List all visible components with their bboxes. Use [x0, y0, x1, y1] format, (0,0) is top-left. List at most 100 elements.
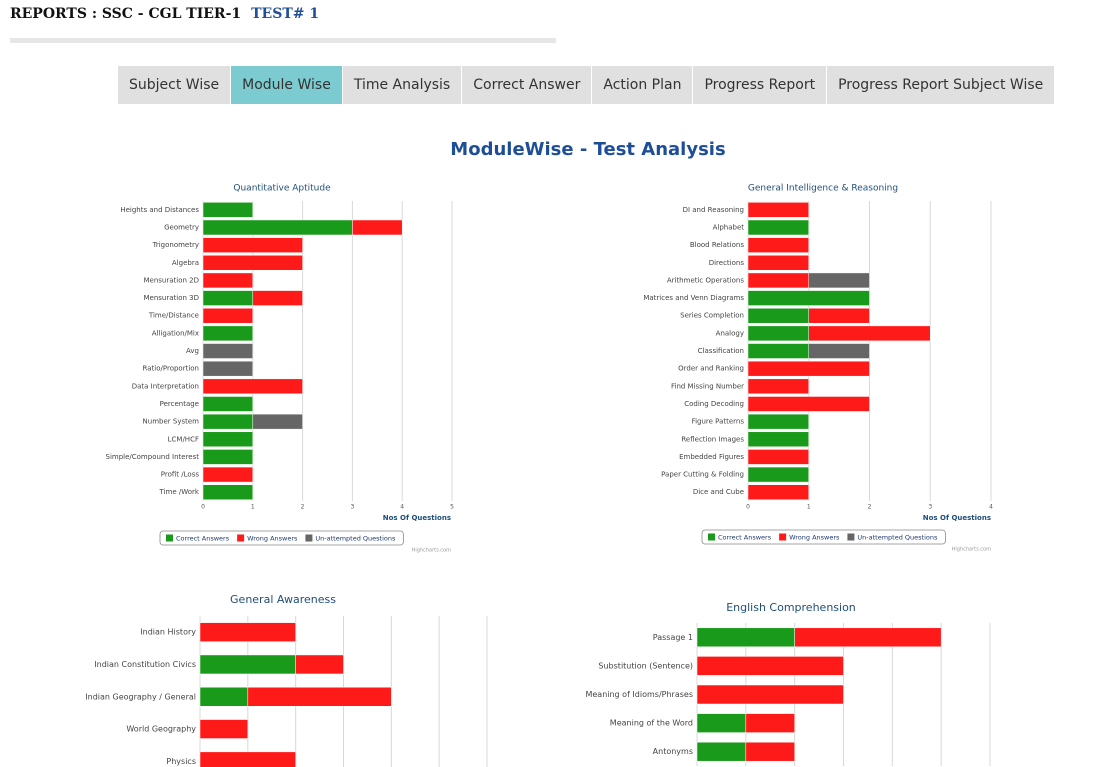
category-label: Avg [186, 347, 199, 355]
x-tick-label: 2 [868, 504, 872, 511]
category-label: Directions [709, 259, 745, 267]
page-heading: ModuleWise - Test Analysis [450, 139, 726, 160]
legend-swatch [166, 534, 173, 542]
legend-label: Un-attempted Questions [857, 534, 938, 542]
chart-title: Quantitative Aptitude [233, 184, 331, 194]
bar-segment [696, 656, 844, 676]
category-label: LCM/HCF [168, 435, 199, 443]
category-label: Ratio/Proportion [143, 365, 199, 373]
bar-segment [747, 360, 870, 377]
category-label: Number System [143, 418, 200, 426]
category-label: DI and Reasoning [683, 206, 744, 214]
bar-segment [747, 202, 809, 218]
category-label: Geometry [164, 223, 199, 231]
tab[interactable]: Correct Answer [462, 66, 592, 104]
bar-segment [808, 325, 931, 342]
category-label: Alphabet [713, 223, 745, 231]
category-label: Trigonometry [152, 241, 199, 249]
legend-label: Correct Answers [176, 535, 230, 543]
category-label: Paper Cutting & Folding [661, 471, 744, 479]
category-label: Arithmetic Operations [667, 276, 745, 284]
bar-segment [247, 687, 392, 707]
category-label: Percentage [160, 400, 199, 408]
bar-segment [696, 684, 844, 705]
bar-segment [199, 622, 296, 642]
bar-segment [199, 751, 296, 767]
legend-label: Wrong Answers [789, 534, 840, 542]
bar-segment [202, 343, 254, 359]
category-label: Embedded Figures [679, 453, 744, 461]
bar-segment [696, 741, 747, 762]
category-label: Mensuration 3D [143, 294, 199, 302]
bar-segment [252, 413, 303, 430]
bar-segment [696, 627, 795, 648]
legend-label: Wrong Answers [247, 535, 298, 543]
category-label: Series Completion [680, 312, 744, 320]
tab[interactable]: Action Plan [592, 66, 693, 104]
report-header: REPORTS : SSC - CGL TIER-1 TEST# 1 [10, 6, 319, 22]
x-axis-label: Nos Of Questions [383, 514, 451, 522]
bar-segment [295, 654, 344, 675]
category-label: World Geography [126, 725, 196, 734]
bar-segment [747, 237, 809, 253]
x-tick-label: 1 [807, 504, 811, 511]
chart-title: General Awareness [230, 593, 336, 606]
bar-segment [202, 237, 303, 253]
legend-box [701, 529, 946, 545]
x-tick-label: 4 [400, 504, 404, 511]
legend-label: Un-attempted Questions [315, 535, 396, 543]
bar-segment [202, 396, 254, 412]
tab[interactable]: Progress Report Subject Wise [827, 66, 1055, 104]
bar-segment [747, 255, 809, 271]
bar-segment [747, 431, 809, 448]
bar-segment [747, 484, 809, 500]
category-label: Alligation/Mix [152, 329, 199, 337]
category-label: Substitution (Sentence) [598, 661, 693, 670]
category-label: Indian Geography / General [85, 692, 196, 701]
bar-segment [202, 290, 254, 306]
bar-segment [745, 713, 795, 733]
header-rule [10, 38, 556, 43]
tab[interactable]: Subject Wise [118, 66, 231, 104]
bar-segment [745, 741, 795, 762]
test-name: TEST# 1 [251, 6, 320, 22]
bar-segment [747, 219, 809, 236]
category-label: Heights and Distances [120, 206, 199, 214]
category-label: Coding Decoding [684, 400, 744, 408]
x-tick-label: 1 [251, 504, 255, 511]
tab[interactable]: Time Analysis [342, 66, 462, 104]
bar-segment [696, 713, 747, 733]
x-tick-label: 4 [989, 504, 993, 511]
bar-segment [202, 307, 254, 324]
bar-segment [199, 687, 249, 707]
bar-segment [747, 307, 809, 324]
x-tick-label: 0 [746, 504, 750, 511]
tab[interactable]: Progress Report [693, 66, 827, 104]
bar-segment [202, 431, 254, 448]
bar-segment [808, 343, 870, 359]
legend-box [159, 530, 404, 546]
category-label: Indian Constitution Civics [94, 660, 196, 669]
bar-segment [202, 360, 254, 377]
bar-segment [747, 325, 809, 342]
category-label: Algebra [172, 259, 199, 267]
bar-segment [747, 396, 870, 412]
x-tick-label: 5 [450, 504, 454, 511]
tab[interactable]: Module Wise [231, 66, 342, 104]
bar-segment [202, 378, 303, 395]
bar-segment [352, 219, 403, 236]
bar-segment [202, 255, 303, 271]
legend-swatch [237, 534, 245, 542]
credits: Highcharts.com [412, 548, 451, 554]
category-label: Classification [698, 347, 744, 355]
bar-segment [747, 413, 809, 430]
category-label: Find Missing Number [671, 382, 744, 390]
bar-segment [202, 202, 254, 218]
tab-bar: Subject Wise Module Wise Time Analysis Corr… [118, 66, 1055, 104]
category-label: Data Interpretation [132, 382, 199, 390]
bar-segment [808, 272, 870, 289]
bar-segment [747, 466, 809, 483]
bar-segment [202, 272, 254, 289]
